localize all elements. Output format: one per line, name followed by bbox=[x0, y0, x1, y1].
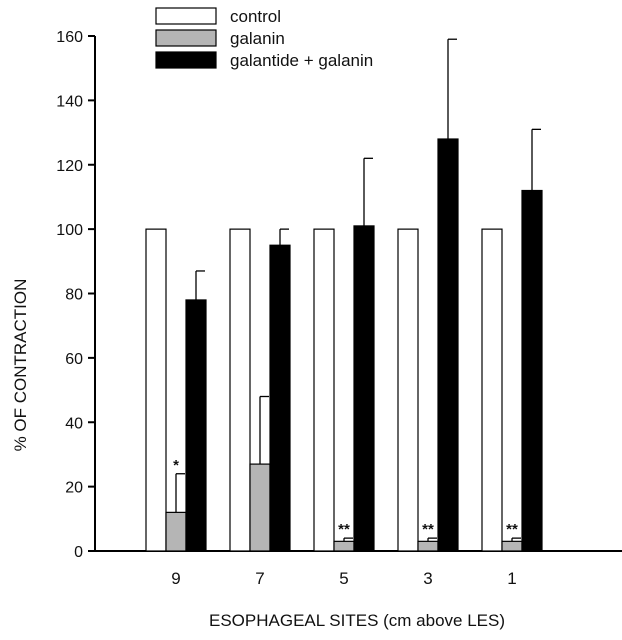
x-tick-label: 9 bbox=[171, 569, 180, 588]
bar-control bbox=[145, 228, 167, 552]
legend-label: control bbox=[230, 7, 281, 26]
legend: control galanin galantide + galanin bbox=[155, 7, 373, 70]
y-tick-label: 160 bbox=[56, 29, 83, 46]
y-axis-label: % OF CONTRACTION bbox=[11, 279, 30, 452]
bar-galanin bbox=[249, 463, 271, 552]
bar-control bbox=[229, 228, 251, 552]
bar-galantide-galanin bbox=[521, 189, 543, 552]
x-tick-label: 1 bbox=[507, 569, 516, 588]
significance-marker: ** bbox=[338, 521, 350, 538]
significance-marker: ** bbox=[506, 521, 518, 538]
bars-layer: *** ** ** bbox=[145, 38, 543, 552]
bar-galanin bbox=[417, 540, 439, 552]
y-tick-label: 0 bbox=[74, 544, 83, 561]
bar-control bbox=[481, 228, 503, 552]
x-axis-label: ESOPHAGEAL SITES (cm above LES) bbox=[209, 611, 505, 630]
legend-swatch bbox=[155, 7, 217, 25]
bar-galantide-galanin bbox=[269, 244, 291, 552]
legend-label: galantide + galanin bbox=[230, 51, 373, 70]
bar-galanin bbox=[501, 540, 523, 552]
y-tick-label: 80 bbox=[65, 287, 83, 304]
bar-galanin bbox=[333, 540, 355, 552]
x-tick-label: 3 bbox=[423, 569, 432, 588]
bar-control bbox=[397, 228, 419, 552]
y-tick-label: 20 bbox=[65, 480, 83, 497]
bar-galanin bbox=[165, 511, 187, 552]
bar-galantide-galanin bbox=[185, 299, 207, 552]
axes-layer: 0 20 40 60 80 100 120 140 160 9 7 5 3 1 bbox=[56, 29, 622, 588]
y-tick-label: 100 bbox=[56, 222, 83, 239]
legend-swatch bbox=[155, 29, 217, 47]
x-tick-label: 5 bbox=[339, 569, 348, 588]
bar-galantide-galanin bbox=[437, 138, 459, 552]
legend-label: galanin bbox=[230, 29, 285, 48]
y-tick-label: 140 bbox=[56, 93, 83, 110]
bar-control bbox=[313, 228, 335, 552]
bar-galantide-galanin bbox=[353, 225, 375, 552]
x-tick-label: 7 bbox=[255, 569, 264, 588]
y-tick-label: 120 bbox=[56, 158, 83, 175]
y-tick-label: 40 bbox=[65, 415, 83, 432]
y-tick-label: 60 bbox=[65, 351, 83, 368]
significance-marker: ** bbox=[422, 521, 434, 538]
legend-swatch bbox=[155, 51, 217, 69]
significance-marker: * bbox=[173, 457, 179, 474]
